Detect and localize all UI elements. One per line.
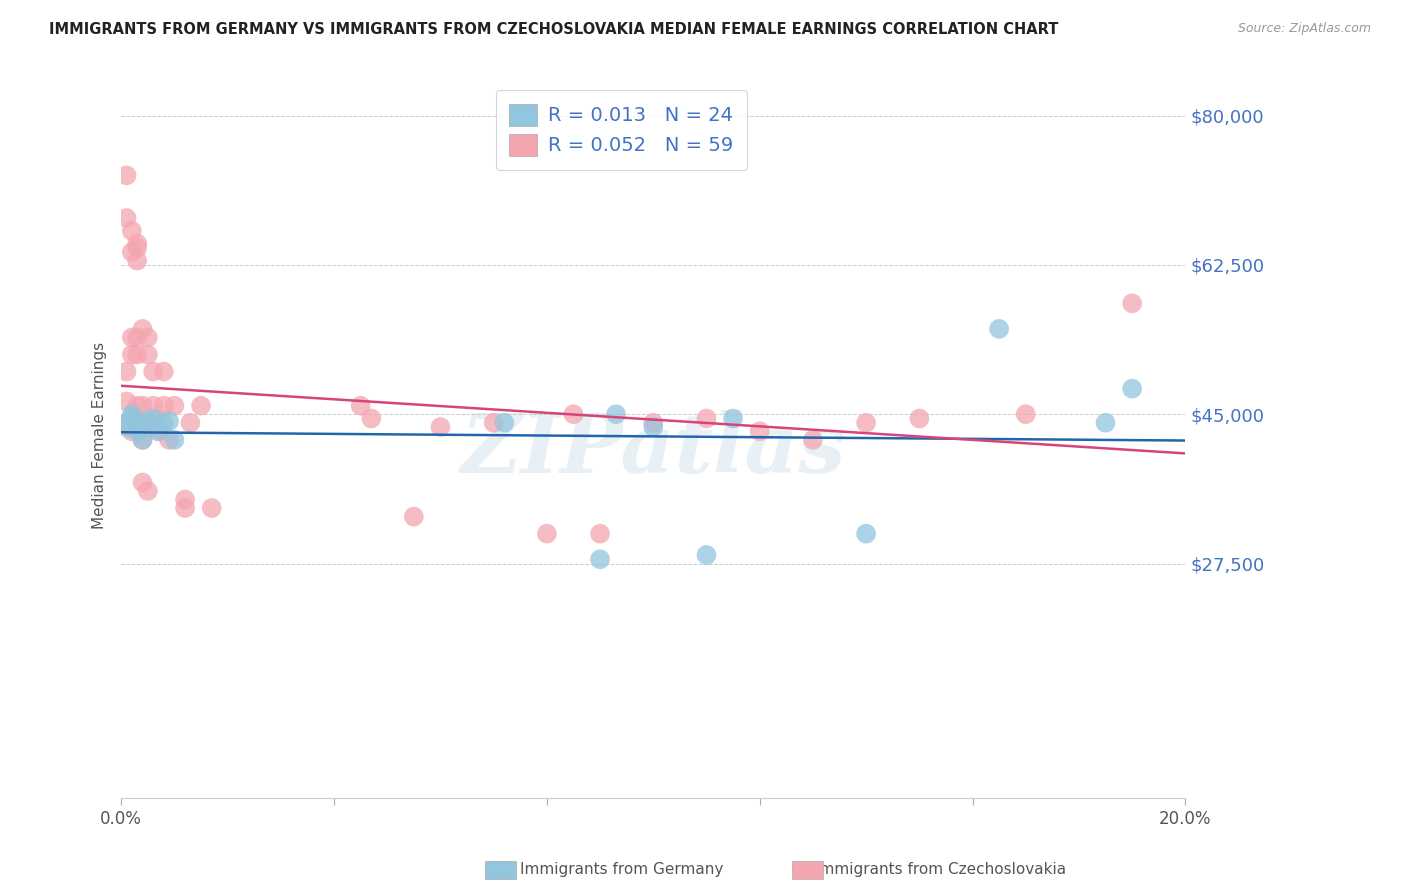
Point	[131, 322, 153, 336]
Point	[115, 169, 138, 183]
Point	[127, 416, 149, 430]
Point	[127, 416, 149, 430]
Point	[429, 420, 451, 434]
Point	[152, 399, 174, 413]
Point	[121, 407, 143, 421]
Point	[605, 407, 627, 421]
Point	[148, 411, 170, 425]
Point	[157, 414, 180, 428]
Point	[127, 241, 149, 255]
Point	[121, 224, 143, 238]
Point	[1094, 416, 1116, 430]
Point	[589, 552, 612, 566]
Point	[121, 347, 143, 361]
Point	[482, 416, 505, 430]
Point	[115, 420, 138, 434]
Point	[127, 236, 149, 251]
Point	[115, 365, 138, 379]
Point	[127, 330, 149, 344]
Point	[115, 416, 138, 430]
Point	[801, 433, 824, 447]
Point	[136, 483, 159, 498]
Point	[131, 433, 153, 447]
Point	[115, 416, 138, 430]
Text: Immigrants from Czechoslovakia: Immigrants from Czechoslovakia	[815, 863, 1067, 877]
Point	[136, 347, 159, 361]
Point	[360, 411, 382, 425]
Point	[174, 492, 197, 507]
Point	[121, 425, 143, 439]
Point	[695, 411, 717, 425]
Point	[127, 253, 149, 268]
Text: Source: ZipAtlas.com: Source: ZipAtlas.com	[1237, 22, 1371, 36]
Point	[136, 416, 159, 430]
Point	[643, 416, 665, 430]
Point	[131, 399, 153, 413]
Point	[748, 425, 770, 439]
Point	[350, 399, 373, 413]
Point	[1121, 296, 1143, 310]
Point	[855, 416, 877, 430]
Point	[121, 411, 143, 425]
Point	[1121, 382, 1143, 396]
Point	[127, 420, 149, 434]
Point	[562, 407, 585, 421]
Point	[127, 399, 149, 413]
Point	[131, 420, 153, 434]
Point	[131, 420, 153, 434]
Point	[142, 399, 165, 413]
Point	[721, 411, 744, 425]
Text: Immigrants from Germany: Immigrants from Germany	[520, 863, 724, 877]
Point	[152, 416, 174, 430]
Point	[643, 420, 665, 434]
Point	[131, 416, 153, 430]
Point	[121, 245, 143, 260]
Point	[142, 365, 165, 379]
Point	[494, 416, 516, 430]
Point	[201, 501, 224, 516]
Point	[589, 526, 612, 541]
Point	[148, 425, 170, 439]
Point	[131, 433, 153, 447]
Point	[536, 526, 558, 541]
Legend: R = 0.013   N = 24, R = 0.052   N = 59: R = 0.013 N = 24, R = 0.052 N = 59	[496, 90, 747, 169]
Point	[115, 211, 138, 225]
Point	[190, 399, 212, 413]
Point	[121, 330, 143, 344]
Point	[988, 322, 1011, 336]
Point	[127, 347, 149, 361]
Point	[121, 411, 143, 425]
Point	[908, 411, 931, 425]
Point	[402, 509, 425, 524]
Point	[695, 548, 717, 562]
Point	[136, 330, 159, 344]
Point	[142, 411, 165, 425]
Y-axis label: Median Female Earnings: Median Female Earnings	[93, 342, 107, 529]
Point	[148, 425, 170, 439]
Point	[855, 526, 877, 541]
Point	[179, 416, 201, 430]
Text: IMMIGRANTS FROM GERMANY VS IMMIGRANTS FROM CZECHOSLOVAKIA MEDIAN FEMALE EARNINGS: IMMIGRANTS FROM GERMANY VS IMMIGRANTS FR…	[49, 22, 1059, 37]
Point	[163, 399, 186, 413]
Point	[131, 475, 153, 490]
Point	[157, 433, 180, 447]
Text: ZIPatlas: ZIPatlas	[461, 410, 846, 490]
Point	[163, 433, 186, 447]
Point	[152, 365, 174, 379]
Point	[127, 425, 149, 439]
Point	[136, 414, 159, 428]
Point	[115, 394, 138, 409]
Point	[174, 501, 197, 516]
Point	[142, 420, 165, 434]
Point	[1015, 407, 1038, 421]
